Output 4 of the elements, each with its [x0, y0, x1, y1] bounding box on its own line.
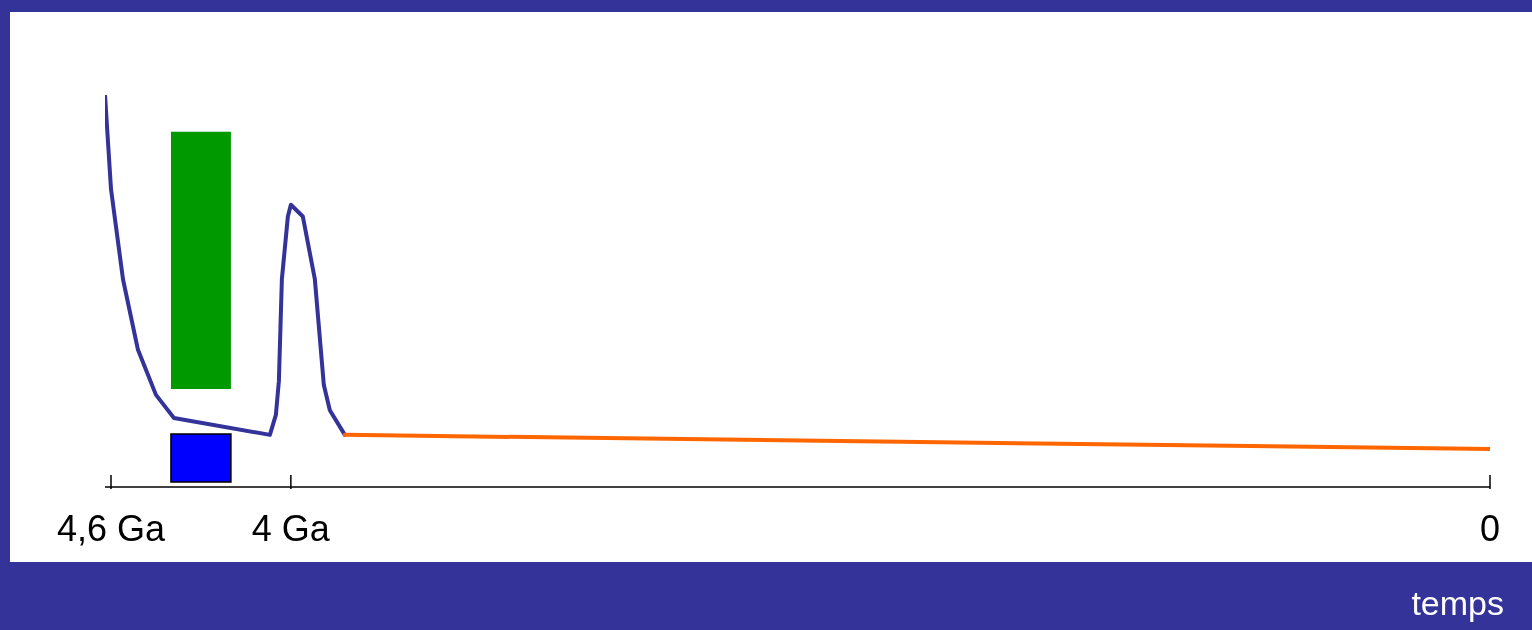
x-tick-label: 4 Ga — [251, 508, 331, 549]
x-axis-title: temps — [1411, 584, 1504, 623]
x-tick-label: 4,6 Ga — [56, 508, 167, 549]
x-tick-label: 0 — [1479, 508, 1501, 549]
